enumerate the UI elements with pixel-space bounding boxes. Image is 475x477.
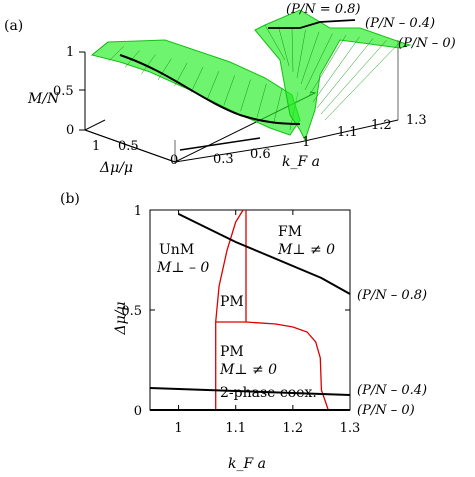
- panel-a-label: (a): [4, 18, 23, 34]
- mesh-line: [141, 54, 156, 74]
- region-pm-label: PM: [220, 294, 244, 310]
- x-tick-label: 1.2: [283, 421, 304, 436]
- mesh-line: [320, 40, 387, 115]
- x-tick-label: 1: [174, 421, 182, 436]
- mesh-line: [291, 28, 294, 73]
- region-pm2-coex: 2-phase coex.: [220, 385, 317, 401]
- region-fm-m: M⊥ ≠ 0: [277, 242, 335, 258]
- y-axis-label-b: Δμ/μ: [113, 301, 129, 335]
- z-tick-label-0: 0: [66, 123, 74, 138]
- region-pm2-label: PM: [220, 344, 244, 360]
- mesh-line: [256, 83, 267, 118]
- mesh-line: [278, 26, 290, 67]
- mesh-line: [304, 33, 333, 91]
- series-label-04: (P/N – 0.4): [357, 383, 427, 398]
- curve-label-08: (P/N = 0.8): [286, 2, 360, 17]
- mesh-line: [296, 30, 306, 79]
- phase-boundaries: [215, 209, 329, 411]
- y-tick-label-03: 0.3: [213, 152, 234, 167]
- panel-b-label: (b): [60, 191, 80, 207]
- mesh-line: [312, 36, 360, 103]
- y-tick-label-13: 1.3: [406, 113, 427, 128]
- y-tick-label-12: 1.2: [371, 118, 392, 133]
- mesh-line: [190, 66, 204, 93]
- region-pm2-m: M⊥ ≠ 0: [219, 362, 277, 378]
- x-tick-label-0: 0: [170, 153, 178, 168]
- surface-curve-04: [268, 19, 356, 29]
- dmu-axis: [84, 129, 176, 163]
- series-line: [149, 387, 351, 396]
- x-tick-label: 1.1: [225, 421, 246, 436]
- mesh-line: [308, 35, 347, 97]
- plot-frame: [149, 209, 351, 411]
- x-tick-label-1: 1: [92, 139, 100, 154]
- surface-curve-08: [119, 54, 301, 125]
- x-tick-label-05: 0.5: [118, 139, 139, 154]
- z-axis-label: M/N: [27, 91, 60, 107]
- series-label-08: (P/N – 0.8): [357, 288, 427, 303]
- ky-axis: [174, 141, 301, 163]
- mesh-line: [324, 41, 401, 121]
- axis-ticks: [150, 209, 351, 411]
- z-tick-label-05: 0.5: [53, 84, 74, 99]
- x-axis-label-b: k_F a: [228, 456, 266, 472]
- curve-label-04: (P/N – 0.4): [365, 16, 435, 31]
- curve-label-0: (P/N – 0): [398, 36, 456, 51]
- y-tick-label: 0: [134, 404, 142, 419]
- mesh-line: [264, 24, 286, 61]
- mesh-line: [157, 58, 172, 81]
- region-fm-label: FM: [278, 224, 302, 240]
- y-tick-label-11: 1.1: [337, 125, 358, 140]
- region-unm-m: M⊥ – 0: [156, 260, 209, 276]
- series-line: [178, 213, 351, 295]
- mesh-line: [300, 31, 320, 85]
- y-tick-label: 1: [134, 204, 142, 219]
- series-label-0: (P/N – 0): [357, 403, 415, 418]
- surface-right: [254, 9, 412, 142]
- phase-diagram: 1 1.1 1.2 1.3 0 0.5 1 Δμ/μ k_F a UnM M⊥ – 0 FM…: [113, 204, 427, 472]
- mesh-line: [273, 87, 283, 124]
- x-axis-label: Δμ/μ: [99, 160, 133, 176]
- mesh-line: [108, 45, 125, 62]
- surface-plot: 1 0.5 0 M/N 1 0.5 0 Δμ/μ 0.3 0.6 1 1.1 1…: [27, 2, 456, 176]
- axis-tick-labels: 1 1.1 1.2 1.3 0 0.5 1: [121, 204, 360, 436]
- floor-back-edge: [84, 119, 106, 131]
- surface-right-mesh: [264, 24, 401, 121]
- x-tick-label: 1.3: [340, 421, 361, 436]
- y-tick-label-06: 0.6: [250, 147, 271, 162]
- region-unm-label: UnM: [159, 242, 194, 258]
- surface-curve-0: [179, 137, 261, 151]
- phase-boundary-line: [215, 209, 244, 323]
- series-lines: [149, 213, 351, 411]
- y-axis-label: k_F a: [282, 154, 320, 170]
- mesh-line: [207, 71, 220, 99]
- mesh-line: [240, 79, 251, 112]
- mesh-line: [91, 41, 109, 56]
- ky-axis-2: [299, 119, 399, 143]
- mesh-line: [223, 75, 235, 106]
- y-tick-label: 0.5: [121, 304, 142, 319]
- z-tick-label-1: 1: [66, 45, 74, 60]
- phase-boundary-line: [245, 321, 329, 411]
- mesh-line: [316, 38, 374, 109]
- y-tick-label-1: 1: [302, 135, 310, 150]
